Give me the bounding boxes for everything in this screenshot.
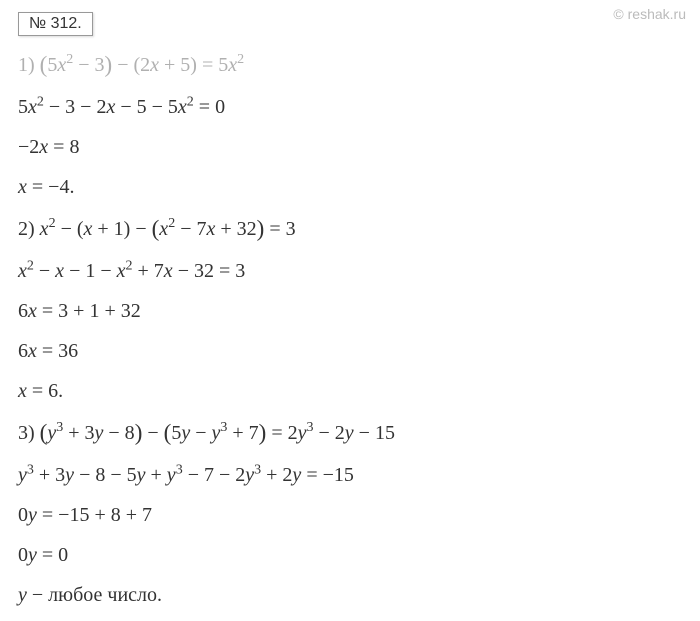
equation-line: x = −4. (18, 174, 682, 200)
equation-line: 3) (y3 + 3y − 8) − (5y − y3 + 7) = 2y3 −… (18, 418, 682, 448)
equation-line: y − любое число. (18, 582, 682, 608)
equation-line: 0y = −15 + 8 + 7 (18, 502, 682, 528)
equation-line: 0y = 0 (18, 542, 682, 568)
solution-content: 1) (5x2 − 3) − (2x + 5) = 5x2 5x2 − 3 − … (18, 50, 682, 608)
equation-line: x2 − x − 1 − x2 + 7x − 32 = 3 (18, 258, 682, 284)
equation-line: 1) (5x2 − 3) − (2x + 5) = 5x2 (18, 50, 682, 80)
equation-line: y3 + 3y − 8 − 5y + y3 − 7 − 2y3 + 2y = −… (18, 462, 682, 488)
equation-line: −2x = 8 (18, 134, 682, 160)
watermark-text: © reshak.ru (613, 6, 686, 22)
equation-line: 2) x2 − (x + 1) − (x2 − 7x + 32) = 3 (18, 214, 682, 244)
equation-line: x = 6. (18, 378, 682, 404)
problem-number-badge: № 312. (18, 12, 93, 36)
equation-line: 5x2 − 3 − 2x − 5 − 5x2 = 0 (18, 94, 682, 120)
equation-line: 6x = 36 (18, 338, 682, 364)
equation-line: 6x = 3 + 1 + 32 (18, 298, 682, 324)
